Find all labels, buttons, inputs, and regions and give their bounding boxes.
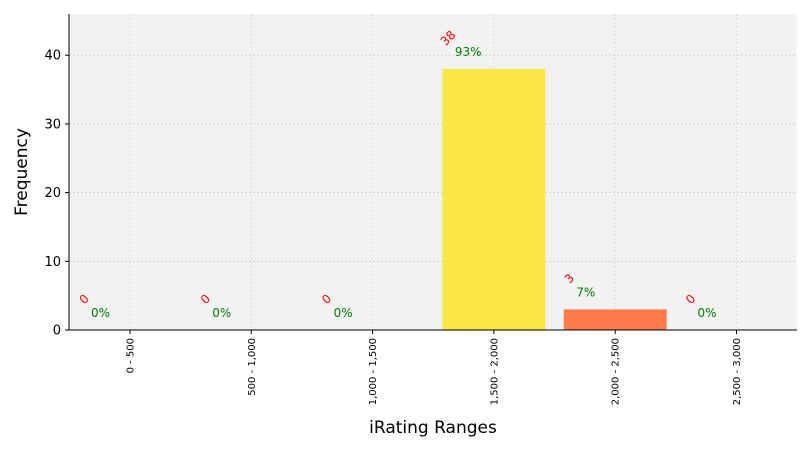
y-tick-label: 10 — [44, 255, 61, 270]
percent-label: 7% — [576, 285, 595, 299]
x-tick-label: 2,500 - 3,000 — [732, 338, 743, 405]
x-tick-label: 1,500 - 2,000 — [489, 338, 500, 405]
x-tick-label: 500 - 1,000 — [247, 338, 258, 396]
percent-label: 0% — [334, 306, 353, 320]
y-axis-label: Frequency — [12, 128, 32, 216]
y-tick-label: 0 — [53, 324, 61, 339]
y-tick-label: 20 — [44, 186, 61, 201]
x-axis-label: iRating Ranges — [369, 418, 497, 438]
x-tick-label: 2,000 - 2,500 — [611, 338, 622, 405]
x-ticks: 0 - 500 500 - 1,000 1,000 - 1,500 1,500 - 2… — [126, 330, 743, 405]
y-tick-label: 30 — [44, 117, 61, 132]
plot-area-background — [69, 14, 797, 330]
percent-label: 0% — [212, 306, 231, 320]
percent-label: 0% — [698, 306, 717, 320]
y-tick-label: 40 — [44, 49, 61, 64]
percent-label: 93% — [455, 45, 482, 59]
bars — [442, 68, 667, 331]
grid-lines — [69, 14, 797, 331]
bar — [442, 68, 546, 331]
x-tick-label: 0 - 500 — [126, 338, 137, 373]
y-ticks: 0 10 20 30 40 — [44, 49, 69, 339]
bar — [563, 309, 667, 330]
x-tick-label: 1,000 - 1,500 — [368, 338, 379, 405]
percent-label: 0% — [91, 306, 110, 320]
